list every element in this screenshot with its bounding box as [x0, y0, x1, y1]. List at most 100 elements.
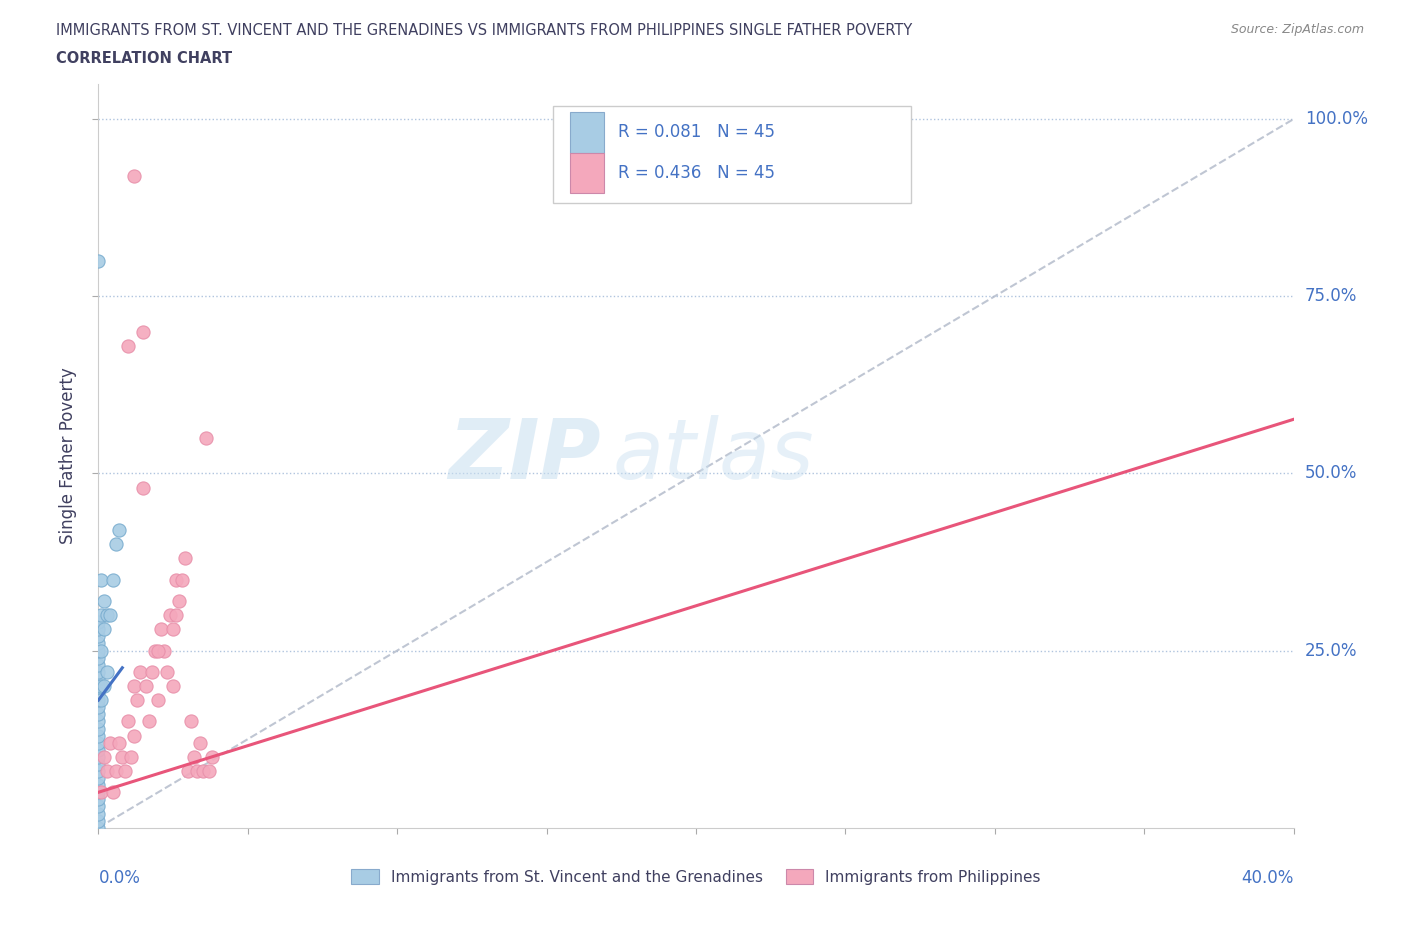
Text: CORRELATION CHART: CORRELATION CHART — [56, 51, 232, 66]
Point — [87, 693, 110, 708]
Point — [141, 664, 163, 679]
Point — [87, 736, 110, 751]
Point — [87, 714, 110, 729]
Point — [87, 707, 110, 722]
Text: ZIP: ZIP — [447, 415, 600, 497]
Point — [87, 777, 110, 792]
Text: 50.0%: 50.0% — [1305, 464, 1357, 483]
Point — [90, 693, 112, 708]
FancyBboxPatch shape — [553, 106, 911, 203]
Point — [174, 551, 197, 565]
Point — [108, 523, 131, 538]
Text: 40.0%: 40.0% — [1241, 869, 1294, 886]
Point — [87, 785, 110, 800]
FancyBboxPatch shape — [571, 112, 605, 153]
Point — [96, 764, 118, 778]
Point — [183, 750, 205, 764]
Point — [195, 431, 218, 445]
Point — [87, 636, 110, 651]
Point — [87, 679, 110, 694]
Point — [87, 764, 110, 778]
Point — [186, 764, 208, 778]
Point — [150, 622, 173, 637]
Text: 75.0%: 75.0% — [1305, 287, 1357, 305]
Point — [117, 339, 139, 353]
Text: 25.0%: 25.0% — [1305, 642, 1357, 659]
Point — [159, 607, 181, 622]
Point — [87, 728, 110, 743]
Point — [98, 607, 122, 622]
Text: IMMIGRANTS FROM ST. VINCENT AND THE GRENADINES VS IMMIGRANTS FROM PHILIPPINES SI: IMMIGRANTS FROM ST. VINCENT AND THE GREN… — [56, 23, 912, 38]
Point — [111, 750, 134, 764]
Point — [198, 764, 221, 778]
Point — [96, 664, 118, 679]
Point — [87, 721, 110, 736]
Point — [191, 764, 214, 778]
Point — [124, 728, 146, 743]
Point — [165, 572, 187, 587]
Point — [87, 771, 110, 786]
FancyBboxPatch shape — [571, 153, 605, 193]
Point — [90, 644, 112, 658]
Point — [143, 644, 166, 658]
Text: 0.0%: 0.0% — [98, 869, 141, 886]
Point — [138, 714, 160, 729]
Point — [132, 325, 155, 339]
Point — [180, 714, 202, 729]
Point — [96, 607, 118, 622]
Point — [172, 572, 194, 587]
Point — [87, 253, 110, 268]
Text: 100.0%: 100.0% — [1305, 110, 1368, 128]
Point — [188, 736, 211, 751]
Point — [87, 699, 110, 714]
Point — [87, 650, 110, 665]
Point — [93, 622, 115, 637]
Text: Source: ZipAtlas.com: Source: ZipAtlas.com — [1230, 23, 1364, 36]
Point — [87, 792, 110, 807]
Point — [93, 750, 115, 764]
Point — [117, 714, 139, 729]
Point — [87, 820, 110, 835]
Point — [87, 671, 110, 686]
Point — [108, 736, 131, 751]
Point — [87, 658, 110, 672]
Point — [87, 742, 110, 757]
Point — [87, 629, 110, 644]
Point — [103, 572, 125, 587]
Point — [201, 750, 224, 764]
Point — [105, 537, 128, 551]
Point — [105, 764, 128, 778]
Legend: Immigrants from St. Vincent and the Grenadines, Immigrants from Philippines: Immigrants from St. Vincent and the Gren… — [344, 862, 1047, 891]
Point — [129, 664, 152, 679]
Point — [148, 644, 170, 658]
Text: atlas: atlas — [613, 415, 814, 497]
Point — [90, 572, 112, 587]
Point — [135, 679, 157, 694]
Point — [87, 685, 110, 700]
Point — [87, 806, 110, 821]
Point — [90, 785, 112, 800]
Text: R = 0.436   N = 45: R = 0.436 N = 45 — [619, 164, 775, 182]
Point — [90, 607, 112, 622]
Point — [153, 644, 176, 658]
Y-axis label: Single Father Poverty: Single Father Poverty — [59, 367, 77, 544]
Point — [103, 785, 125, 800]
Point — [127, 693, 149, 708]
Point — [120, 750, 142, 764]
Point — [98, 736, 122, 751]
Point — [114, 764, 136, 778]
Point — [124, 679, 146, 694]
Point — [167, 593, 190, 608]
Point — [162, 622, 184, 637]
Point — [162, 679, 184, 694]
Point — [87, 622, 110, 637]
Point — [90, 679, 112, 694]
Point — [87, 813, 110, 828]
Point — [93, 593, 115, 608]
Point — [87, 799, 110, 814]
Point — [87, 615, 110, 630]
Point — [165, 607, 187, 622]
Point — [177, 764, 200, 778]
Point — [132, 480, 155, 495]
Point — [87, 644, 110, 658]
